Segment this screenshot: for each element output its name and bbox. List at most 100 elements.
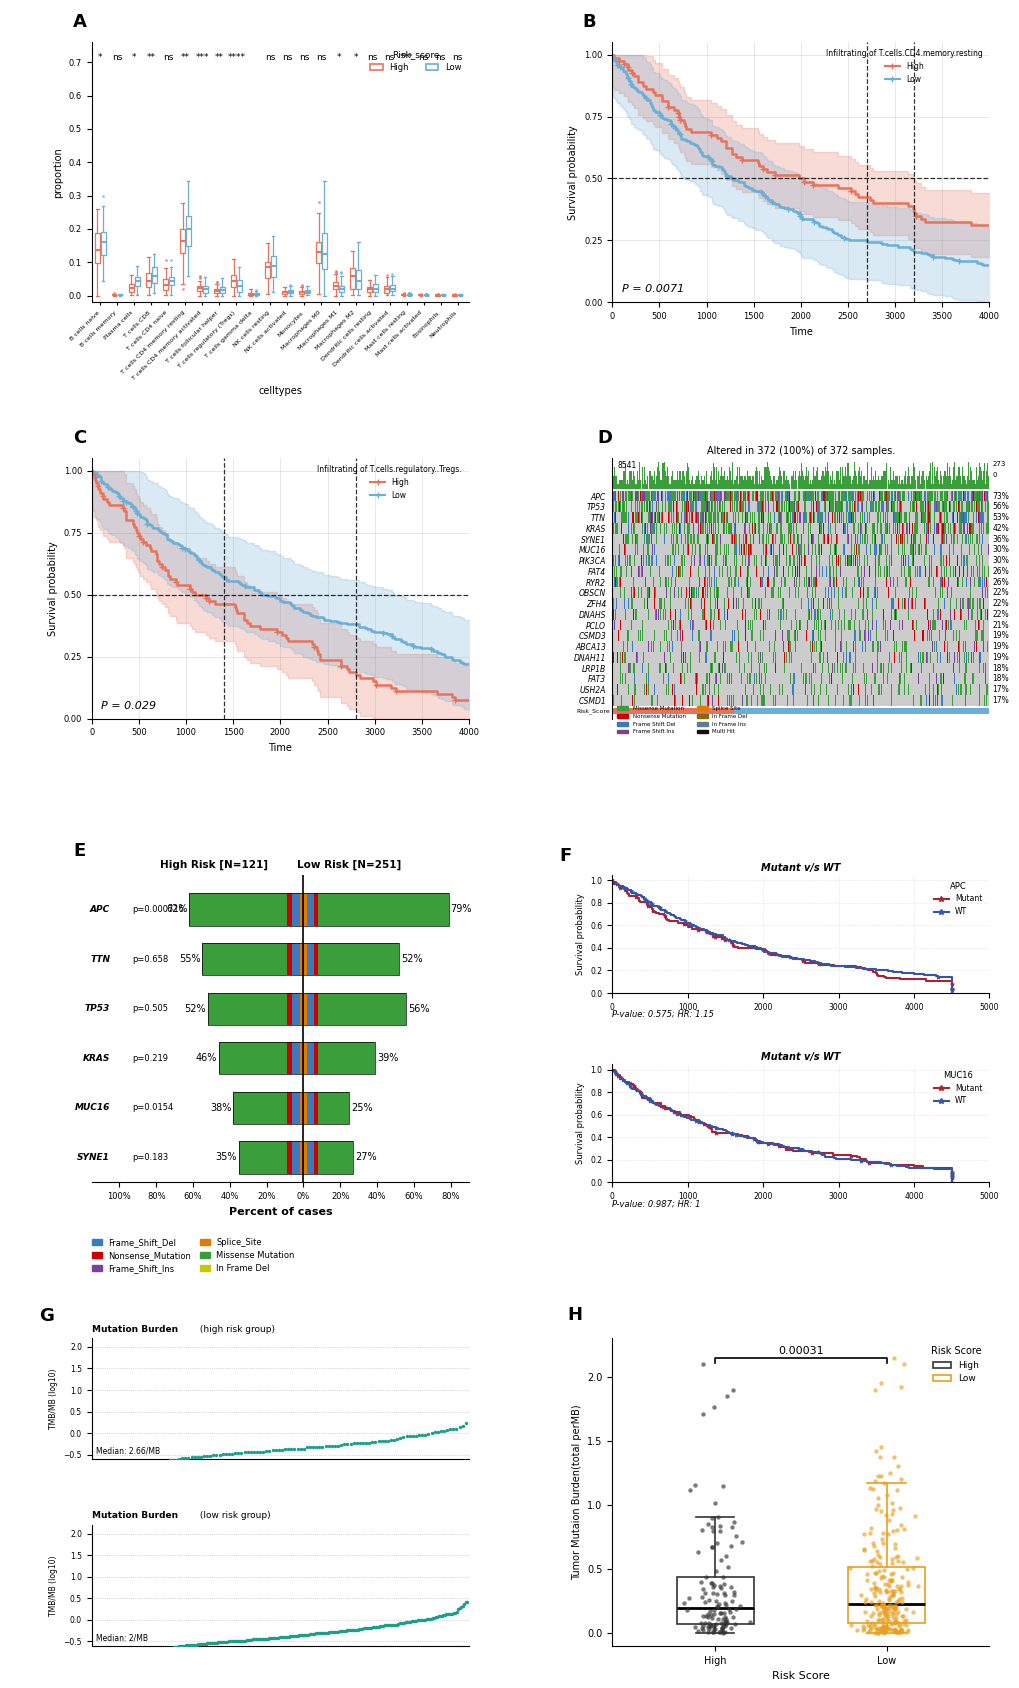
Point bbox=[889, 1599, 905, 1626]
Point bbox=[892, 1615, 908, 1642]
Point bbox=[116, 1644, 132, 1671]
Bar bbox=[303, 893, 448, 925]
Point bbox=[892, 1577, 908, 1604]
Point bbox=[133, 1453, 150, 1480]
Point bbox=[869, 1619, 886, 1646]
X-axis label: Time: Time bbox=[788, 327, 812, 336]
Point bbox=[279, 1624, 296, 1651]
Text: 35%: 35% bbox=[215, 1153, 236, 1163]
Point bbox=[217, 1440, 233, 1467]
Point bbox=[867, 1560, 883, 1587]
Point bbox=[328, 1619, 344, 1646]
Bar bbox=[314, 944, 318, 976]
Point bbox=[346, 1617, 363, 1644]
Point bbox=[118, 1455, 135, 1482]
Point bbox=[130, 1453, 147, 1480]
Point bbox=[702, 1612, 718, 1639]
Point bbox=[888, 1543, 904, 1570]
Point bbox=[859, 1619, 875, 1646]
Point bbox=[703, 1504, 719, 1531]
Point bbox=[875, 1556, 892, 1583]
Point bbox=[354, 1615, 370, 1642]
Point bbox=[887, 1592, 903, 1619]
Point bbox=[707, 1587, 723, 1614]
Point bbox=[378, 1612, 394, 1639]
Point bbox=[881, 1615, 898, 1642]
Point bbox=[715, 1600, 732, 1627]
Point bbox=[242, 1627, 258, 1654]
Point bbox=[235, 1627, 252, 1654]
Text: C: C bbox=[73, 429, 87, 447]
Text: ***: *** bbox=[399, 54, 413, 62]
Point bbox=[96, 1656, 112, 1683]
Point bbox=[152, 1450, 168, 1477]
Point bbox=[194, 1631, 210, 1658]
Point bbox=[429, 1604, 445, 1631]
Point bbox=[718, 1382, 735, 1409]
Point bbox=[163, 1634, 179, 1661]
Point bbox=[866, 1560, 882, 1587]
Text: 36%: 36% bbox=[991, 535, 1009, 544]
Point bbox=[855, 1521, 871, 1548]
Point bbox=[385, 1612, 401, 1639]
Text: 8541: 8541 bbox=[616, 461, 636, 469]
Point bbox=[156, 1636, 172, 1663]
Point bbox=[121, 1455, 138, 1482]
Point bbox=[143, 1450, 159, 1477]
Title: Mutant v/s WT: Mutant v/s WT bbox=[760, 863, 840, 873]
Text: p=0.219: p=0.219 bbox=[132, 1053, 168, 1063]
Point bbox=[208, 1442, 224, 1469]
Point bbox=[874, 1615, 891, 1642]
Point bbox=[872, 1617, 889, 1644]
Point bbox=[224, 1440, 240, 1467]
Point bbox=[891, 1494, 907, 1521]
PathPatch shape bbox=[129, 284, 133, 292]
Point bbox=[879, 1607, 896, 1634]
Point bbox=[874, 1529, 891, 1556]
Point bbox=[99, 1462, 115, 1489]
PathPatch shape bbox=[271, 257, 275, 277]
Point bbox=[864, 1546, 880, 1573]
Text: ****: **** bbox=[227, 54, 246, 62]
Point bbox=[890, 1619, 906, 1646]
Point bbox=[705, 1612, 721, 1639]
Point bbox=[205, 1629, 221, 1656]
Point bbox=[895, 1516, 911, 1543]
Point bbox=[398, 1423, 415, 1450]
Point bbox=[337, 1617, 354, 1644]
Point bbox=[401, 1609, 418, 1636]
PathPatch shape bbox=[197, 285, 202, 290]
Point bbox=[887, 1607, 903, 1634]
Point bbox=[306, 1620, 322, 1647]
Text: *: * bbox=[353, 54, 358, 62]
Point bbox=[870, 1577, 887, 1604]
Point bbox=[400, 1609, 417, 1636]
Point bbox=[875, 1470, 892, 1497]
Point bbox=[878, 1480, 895, 1507]
Point bbox=[694, 1612, 710, 1639]
Point bbox=[249, 1438, 265, 1465]
Point bbox=[862, 1575, 878, 1602]
Point bbox=[408, 1607, 424, 1634]
Text: p=0.000716: p=0.000716 bbox=[132, 905, 184, 913]
Point bbox=[303, 1620, 319, 1647]
Point bbox=[405, 1423, 421, 1450]
Point bbox=[873, 1599, 890, 1626]
Point bbox=[382, 1612, 398, 1639]
Point bbox=[222, 1627, 238, 1654]
Point bbox=[364, 1614, 380, 1641]
Point bbox=[884, 1617, 901, 1644]
Point bbox=[108, 1649, 124, 1676]
Point bbox=[704, 1580, 720, 1607]
Point bbox=[130, 1639, 147, 1666]
Point bbox=[877, 1595, 894, 1622]
Point bbox=[841, 1555, 857, 1582]
Point bbox=[381, 1612, 397, 1639]
Point bbox=[338, 1617, 355, 1644]
Point bbox=[233, 1627, 250, 1654]
Point bbox=[892, 1617, 908, 1644]
Point bbox=[875, 1619, 892, 1646]
Point bbox=[874, 1593, 891, 1620]
Point bbox=[379, 1428, 395, 1455]
Point bbox=[271, 1624, 287, 1651]
